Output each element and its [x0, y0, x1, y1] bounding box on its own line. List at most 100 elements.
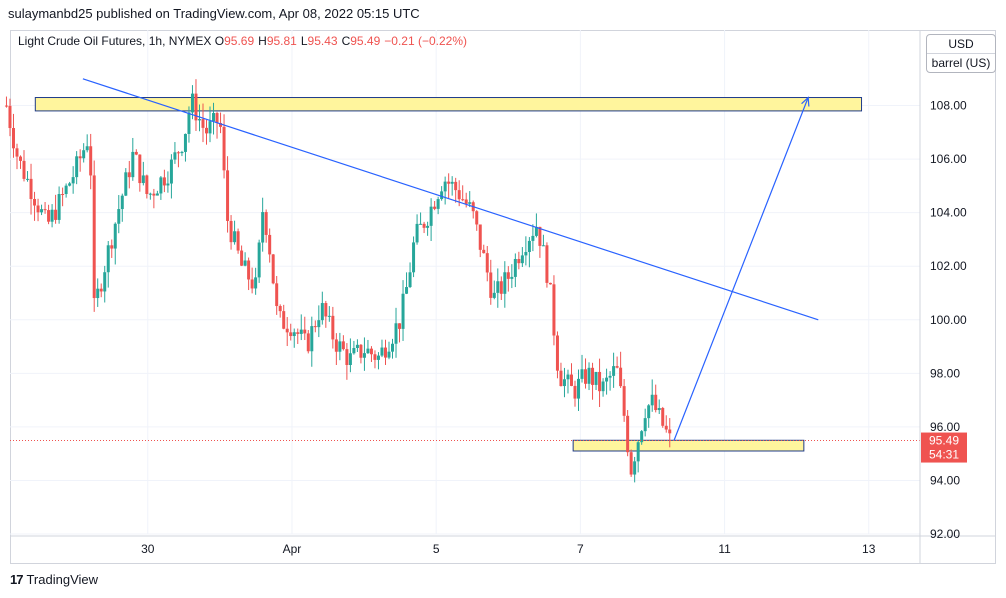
x-tick-label: 13: [862, 542, 876, 556]
candle-body: [591, 367, 595, 385]
candle-body: [387, 351, 391, 358]
candle-body: [194, 93, 198, 121]
candle-body: [496, 281, 500, 293]
candle-body: [380, 347, 384, 356]
candle-body: [468, 202, 472, 204]
candle-body: [78, 156, 82, 159]
candle-body: [408, 272, 412, 288]
candle-body: [559, 370, 563, 387]
currency-unit-selector[interactable]: USD barrel (US): [926, 34, 996, 73]
candle-body: [534, 226, 538, 236]
publisher-line: sulaymanbd25 published on TradingView.co…: [8, 6, 420, 21]
x-tick-label: 11: [718, 542, 731, 556]
candle-body: [187, 112, 191, 134]
y-tick-label: 100.00: [930, 313, 967, 327]
candle-body: [626, 415, 630, 453]
legend-high: 95.81: [266, 34, 297, 48]
candle-body: [520, 255, 524, 264]
candle-body: [598, 371, 602, 392]
candle-body: [275, 283, 279, 307]
candle-body: [643, 418, 647, 432]
candle-body: [4, 105, 8, 107]
y-tick-label: 102.00: [930, 259, 967, 273]
candle-body: [71, 177, 75, 184]
candle-body: [552, 284, 556, 336]
candle-body: [324, 303, 328, 317]
candle-body: [650, 394, 654, 406]
candle-body: [562, 379, 566, 387]
candle-body: [527, 240, 531, 253]
candle-body: [75, 156, 79, 178]
candle-body: [229, 220, 233, 243]
candle-body: [366, 348, 370, 354]
candle-body: [268, 234, 272, 255]
candle-body: [569, 374, 573, 386]
x-tick-label: 30: [141, 542, 155, 556]
legend-close: 95.49: [350, 34, 381, 48]
candle-body: [36, 205, 40, 213]
candle-body: [103, 272, 107, 292]
candle-body: [503, 272, 507, 294]
candle-body: [461, 199, 465, 201]
arrow-head: [801, 96, 810, 107]
unit-label[interactable]: barrel (US): [931, 56, 991, 70]
candle-body: [236, 231, 240, 251]
candle-body: [82, 150, 86, 159]
legend-high-label: H: [258, 34, 267, 48]
candle-body: [338, 341, 342, 352]
candle-body: [183, 133, 187, 152]
candle-body: [548, 282, 552, 285]
candle-body: [113, 223, 117, 249]
price-tag-box: [921, 432, 967, 463]
candle-body: [201, 119, 205, 128]
candle-body: [197, 119, 201, 121]
candle-body: [657, 408, 661, 411]
candle-body: [633, 461, 637, 475]
candle-body: [169, 159, 173, 184]
projection-arrow: [673, 97, 809, 441]
candle-body: [612, 366, 616, 376]
candle-body: [110, 245, 114, 249]
legend-close-label: C: [341, 34, 351, 48]
chart-legend: Light Crude Oil Futures, 1h, NYMEX O95.6…: [18, 34, 471, 48]
candle-body: [489, 272, 493, 298]
support-resistance-zone: [572, 439, 805, 452]
candle-body: [664, 425, 668, 430]
candle-body: [296, 332, 300, 334]
candle-body: [622, 386, 626, 416]
candle-body: [40, 209, 44, 213]
candle-body: [33, 198, 37, 206]
brand-label: TradingView: [26, 572, 99, 587]
candle-body: [247, 260, 251, 280]
candle-body: [278, 306, 282, 312]
candle-body: [303, 329, 307, 334]
candle-body: [320, 303, 324, 321]
candle-body: [215, 113, 219, 124]
candle-body: [345, 349, 349, 365]
candle-body: [131, 151, 135, 178]
candle-body: [190, 93, 194, 113]
candle-body: [43, 209, 47, 211]
candle-body: [369, 348, 373, 355]
candle-body: [54, 209, 58, 220]
currency-label[interactable]: USD: [927, 35, 995, 54]
candle-body: [555, 335, 559, 371]
candle-body: [464, 199, 468, 204]
legend-change: −0.21 (−0.22%): [384, 34, 467, 48]
candle-body: [513, 258, 517, 277]
candle-body: [50, 209, 54, 222]
y-tick-label: 108.00: [930, 99, 967, 113]
candle-body: [317, 320, 321, 328]
candle-body: [222, 126, 226, 171]
candle-body: [654, 394, 658, 411]
candle-body: [482, 249, 486, 254]
y-tick-label: 96.00: [930, 420, 960, 434]
candle-body: [47, 210, 51, 222]
candle-body: [166, 183, 170, 186]
price-tag-countdown: 54:31: [929, 448, 959, 462]
chart-frame: [10, 30, 996, 564]
x-tick-label: 7: [577, 542, 584, 556]
legend-low-label: L: [300, 34, 308, 48]
candle-body: [124, 172, 128, 196]
